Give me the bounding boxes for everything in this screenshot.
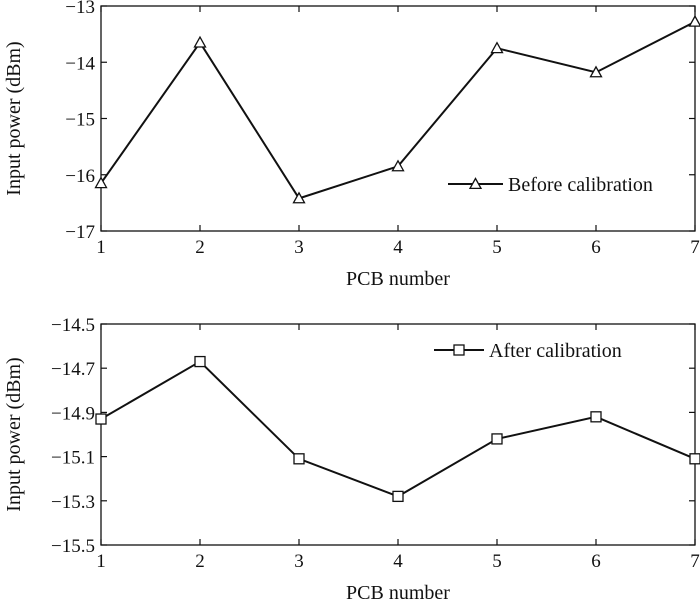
- data-point: [194, 355, 206, 368]
- x-axis-label: PCB number: [346, 582, 450, 602]
- legend-marker: [468, 177, 483, 190]
- data-point: [293, 453, 305, 465]
- y-tick-label: −15.1: [51, 448, 95, 469]
- data-point: [392, 490, 404, 503]
- x-tick-label: 2: [195, 237, 205, 258]
- data-point: [94, 176, 108, 189]
- data-point: [689, 453, 700, 465]
- plot-frame: [100, 5, 696, 232]
- data-point: [292, 191, 306, 204]
- data-point: [95, 413, 107, 425]
- y-tick-label: −13: [65, 0, 95, 18]
- x-tick-label: 5: [492, 551, 502, 572]
- data-point: [490, 41, 504, 54]
- y-axis-label: Input power (dBm): [3, 41, 25, 195]
- x-tick-label: 3: [294, 551, 304, 572]
- y-tick-label: −14.5: [51, 315, 95, 336]
- x-tick-label: 1: [96, 551, 106, 572]
- y-tick-label: −14: [65, 53, 95, 74]
- x-tick-label: 1: [96, 237, 106, 258]
- data-point: [590, 411, 602, 423]
- x-tick-label: 5: [492, 237, 502, 258]
- x-tick-label: 3: [294, 237, 304, 258]
- data-point: [589, 65, 603, 78]
- legend-label: After calibration: [489, 340, 622, 362]
- y-tick-label: −15.3: [51, 492, 95, 513]
- y-tick-label: −15: [65, 110, 95, 131]
- x-axis-label: PCB number: [346, 268, 450, 290]
- data-point: [193, 35, 207, 48]
- legend: After calibration: [428, 334, 693, 364]
- series-line: [100, 20, 696, 200]
- y-tick-label: −17: [65, 222, 95, 243]
- y-tick-label: −14.9: [51, 403, 95, 424]
- x-tick-label: 6: [591, 551, 601, 572]
- x-tick-label: 4: [393, 237, 403, 258]
- data-point: [391, 159, 405, 172]
- chart-panel-1: 1 2 3 4 5 6 7 −17 −16 −15 −14 −13 PCB number Input po…: [3, 0, 700, 290]
- x-tick-label: 7: [690, 551, 700, 572]
- data-point: [491, 433, 503, 445]
- x-tick-label: 4: [393, 551, 403, 572]
- x-tick-label: 7: [690, 237, 700, 258]
- chart-panel-2: 1 2 3 4 5 6 7 −15.5 −15.3 −15.1 −14.9 −14.7 −14.5 PCB…: [3, 315, 700, 602]
- legend: Before calibration: [448, 174, 653, 196]
- series-line: [100, 360, 696, 498]
- y-axis-label: Input power (dBm): [3, 357, 25, 511]
- x-tick-label: 6: [591, 237, 601, 258]
- legend-label: Before calibration: [508, 174, 653, 196]
- legend-marker: [453, 344, 465, 356]
- data-point: [688, 14, 700, 27]
- x-tick-label: 2: [195, 551, 205, 572]
- y-tick-label: −14.7: [51, 359, 95, 380]
- y-tick-label: −16: [65, 166, 95, 187]
- y-tick-label: −15.5: [51, 536, 95, 557]
